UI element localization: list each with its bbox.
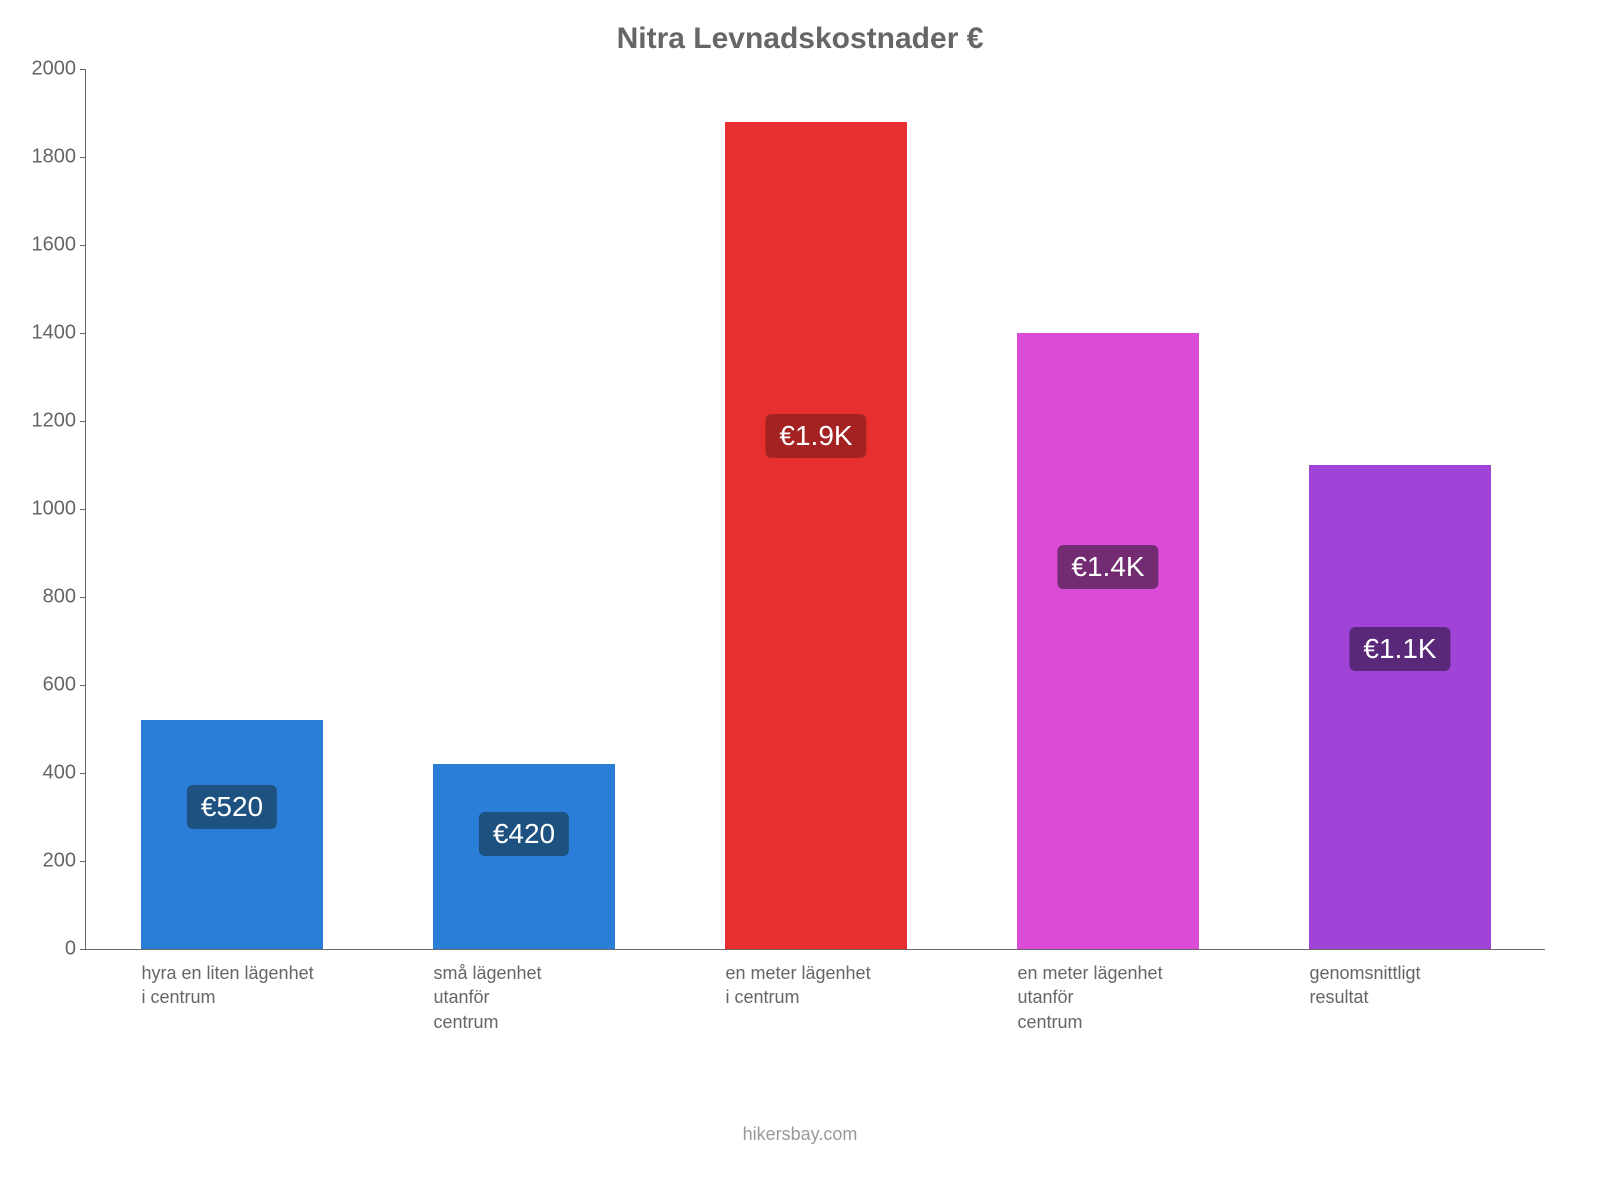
bar-value-badge: €1.1K: [1349, 627, 1450, 671]
bar: €1.4K: [1017, 333, 1198, 949]
x-tick-label: en meter lägenheti centrum: [725, 949, 988, 1010]
x-tick-label-line: utanför: [433, 985, 696, 1009]
y-tick-label: 400: [43, 762, 86, 785]
y-tick-label: 1600: [32, 234, 87, 257]
y-tick-label: 1200: [32, 410, 87, 433]
bar-value-badge: €1.9K: [765, 414, 866, 458]
y-tick-label: 0: [65, 938, 86, 961]
bar-value-badge: €1.4K: [1057, 545, 1158, 589]
x-tick-label-line: en meter lägenhet: [725, 961, 988, 985]
y-tick-label: 600: [43, 674, 86, 697]
bar: €520: [141, 720, 322, 949]
y-tick-label: 800: [43, 586, 86, 609]
y-tick-label: 2000: [32, 58, 87, 81]
bar-value-badge: €420: [479, 812, 569, 856]
bar: €1.9K: [725, 122, 906, 949]
x-tick-label-line: i centrum: [725, 985, 988, 1009]
x-tick-label: små lägenhetutanförcentrum: [433, 949, 696, 1034]
bar-value-badge: €520: [187, 785, 277, 829]
x-tick-label: genomsnittligtresultat: [1309, 949, 1572, 1010]
bar: €420: [433, 764, 614, 949]
x-tick-label-line: utanför: [1017, 985, 1280, 1009]
y-tick-label: 1400: [32, 322, 87, 345]
bar: €1.1K: [1309, 465, 1490, 949]
y-tick-label: 1000: [32, 498, 87, 521]
y-tick-label: 1800: [32, 146, 87, 169]
x-tick-label-line: hyra en liten lägenhet: [141, 961, 404, 985]
x-tick-label-line: centrum: [1017, 1010, 1280, 1034]
x-tick-label-line: resultat: [1309, 985, 1572, 1009]
x-tick-label-line: i centrum: [141, 985, 404, 1009]
chart-title: Nitra Levnadskostnader €: [0, 22, 1600, 56]
x-tick-label: hyra en liten lägenheti centrum: [141, 949, 404, 1010]
plot-area: 0200400600800100012001400160018002000€52…: [85, 70, 1545, 950]
x-tick-label-line: små lägenhet: [433, 961, 696, 985]
x-tick-label-line: genomsnittligt: [1309, 961, 1572, 985]
x-tick-label: en meter lägenhetutanförcentrum: [1017, 949, 1280, 1034]
y-tick-label: 200: [43, 850, 86, 873]
chart-footer: hikersbay.com: [0, 1124, 1600, 1145]
cost-of-living-chart: Nitra Levnadskostnader € 020040060080010…: [0, 0, 1600, 1200]
x-tick-label-line: centrum: [433, 1010, 696, 1034]
x-tick-label-line: en meter lägenhet: [1017, 961, 1280, 985]
